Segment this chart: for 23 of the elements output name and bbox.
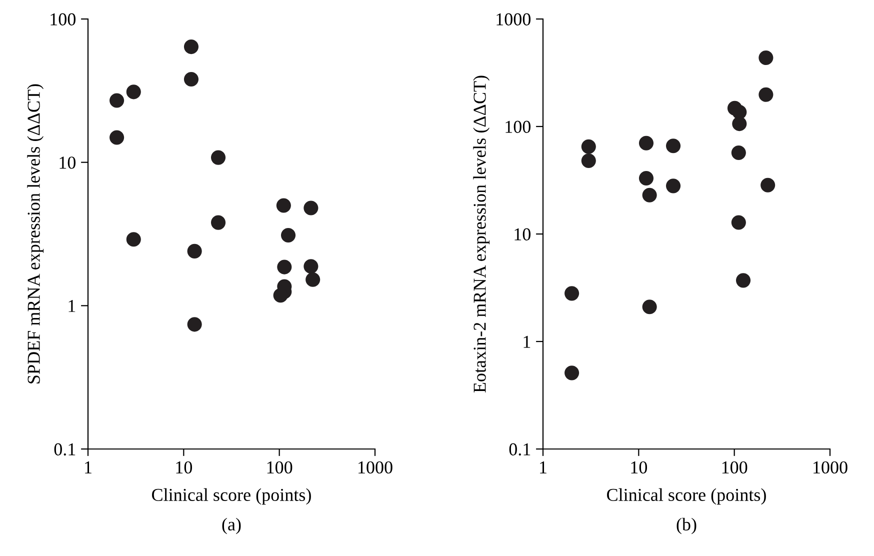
text: (b) [676, 518, 696, 534]
x-tick-label: 1000 [358, 461, 392, 474]
y-tick-label: 100 [50, 13, 76, 26]
y-tick-label: 10 [60, 156, 76, 169]
y-tick-label: 0.1 [54, 443, 76, 456]
y-tick-label: 1000 [496, 13, 531, 26]
x-tick-label: 100 [722, 461, 748, 474]
x-tick-label: 1000 [814, 461, 848, 474]
x-tick-label: 1 [85, 461, 92, 474]
y-tick-label: 1 [524, 336, 530, 348]
text: (a) [222, 518, 241, 534]
x-tick-label: 10 [631, 461, 648, 474]
x-tick-label: 100 [267, 461, 292, 474]
y-tick-label: 10 [514, 228, 531, 240]
x-axis-title: Clinical score (points) [607, 488, 766, 505]
x-axis-title: Clinical score (points) [152, 488, 311, 505]
x-tick-label: 1 [540, 461, 546, 474]
y-tick-label: 1 [68, 300, 76, 312]
y-axis-title: SPDEF mRNA expression levels (ΔΔCT) [27, 84, 44, 384]
y-tick-label: 100 [506, 120, 531, 133]
y-axis-title: Eotaxin-2 mRNA expression levels (ΔΔCT) [473, 76, 490, 393]
x-tick-label: 10 [176, 461, 192, 474]
y-tick-label: 0.1 [509, 443, 530, 456]
